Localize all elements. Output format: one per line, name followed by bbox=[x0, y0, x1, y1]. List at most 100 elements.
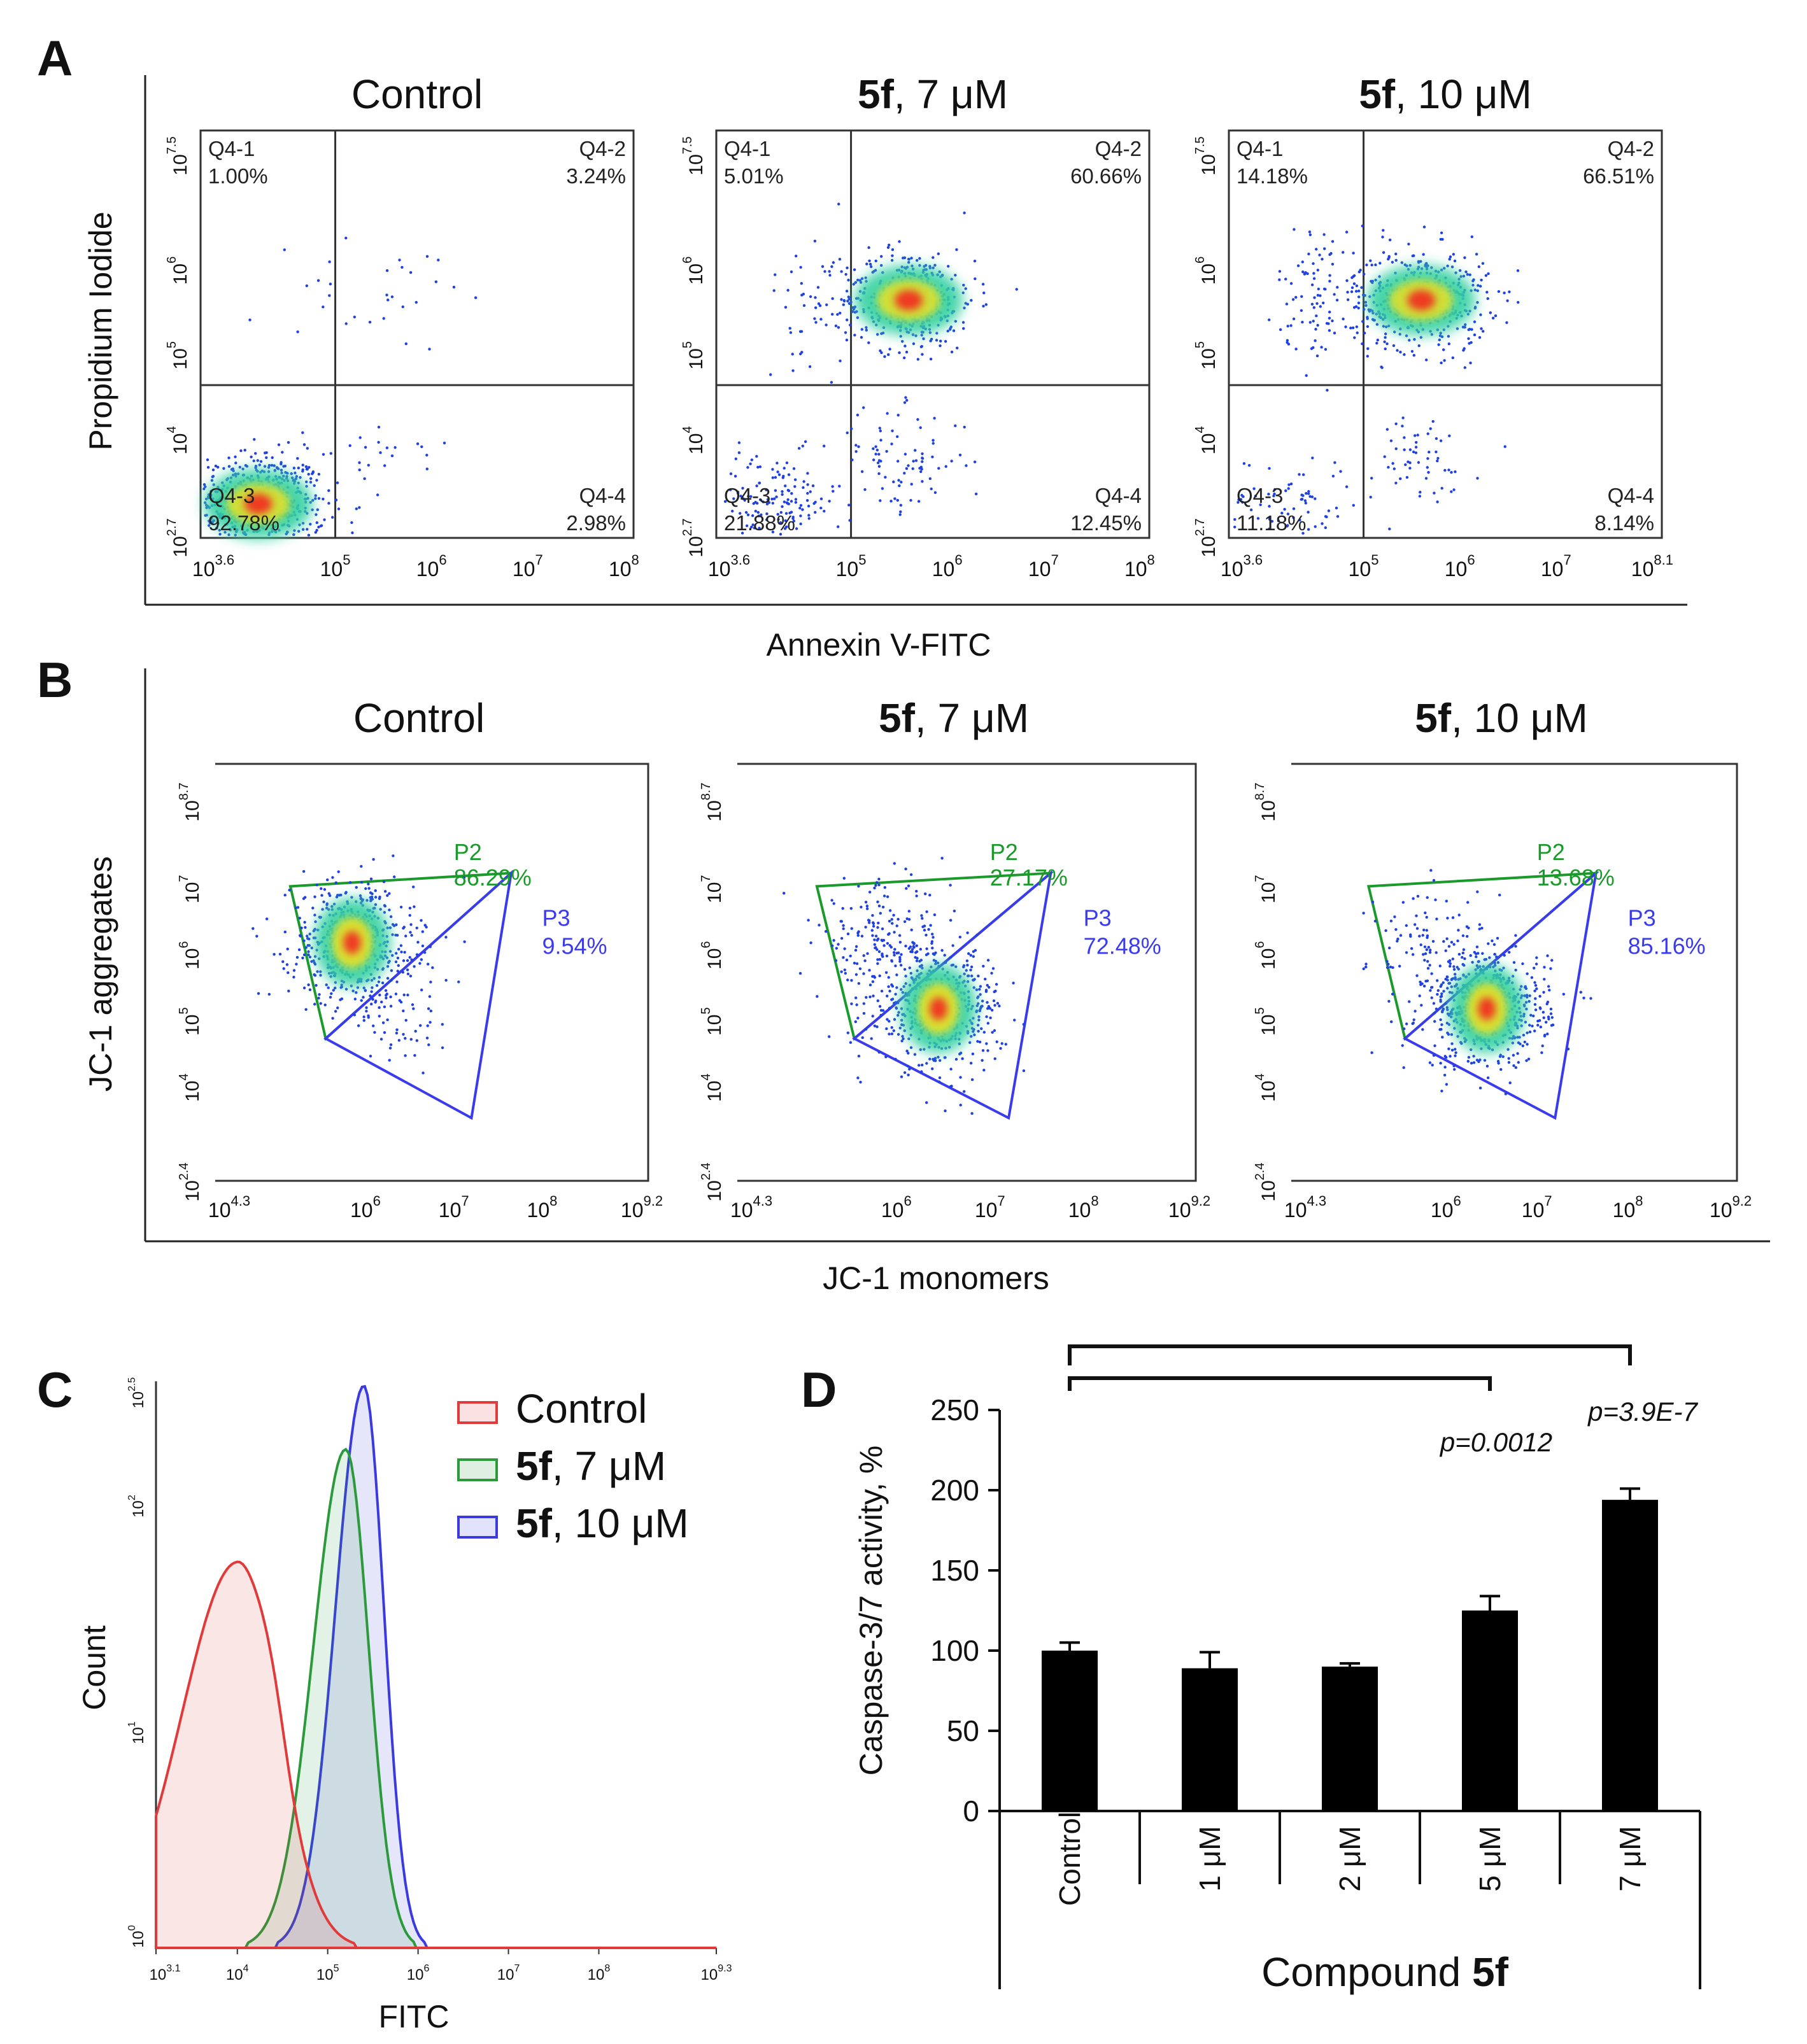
panelB-event bbox=[462, 876, 466, 879]
panelA-event bbox=[846, 299, 849, 303]
panelB-event bbox=[895, 1006, 898, 1010]
panelA-event bbox=[204, 485, 207, 488]
panelA-event bbox=[1350, 290, 1354, 293]
panelA-event bbox=[838, 258, 842, 261]
panelB-gate-name-p3-1: P3 bbox=[1084, 905, 1112, 931]
panelB-event bbox=[865, 996, 868, 999]
panelA-event bbox=[805, 499, 809, 502]
panelA-event bbox=[1239, 498, 1243, 501]
panelB-event bbox=[413, 965, 416, 968]
panelD-ytick-0: 0 bbox=[963, 1794, 979, 1828]
panelB-event bbox=[977, 1029, 980, 1033]
panelB-event bbox=[1546, 954, 1549, 957]
panelA-event bbox=[400, 265, 404, 269]
panelA-event bbox=[802, 480, 805, 483]
panelA-event bbox=[785, 501, 789, 504]
panelB-event bbox=[886, 895, 889, 898]
panelA-ytick-0-0: 102.7 bbox=[165, 518, 191, 557]
panelB-event bbox=[1518, 1036, 1521, 1039]
panelB-event bbox=[1429, 948, 1432, 952]
panelA-event bbox=[1378, 262, 1382, 265]
panelA-event bbox=[314, 531, 317, 534]
panelA-event bbox=[767, 501, 771, 504]
panelB-event bbox=[1547, 985, 1550, 988]
panelB-event bbox=[886, 941, 889, 945]
panelB-event bbox=[382, 880, 386, 884]
panelA-event bbox=[1287, 483, 1291, 486]
panelA-event bbox=[774, 489, 777, 492]
panelD-xtick-4: 7 μM bbox=[1613, 1826, 1647, 1891]
panelB-event bbox=[1477, 960, 1480, 963]
panelA-event bbox=[1468, 273, 1471, 276]
panelB-event bbox=[1412, 897, 1415, 900]
panelA-event bbox=[928, 477, 932, 481]
panelB-event bbox=[339, 893, 343, 897]
panelB-event bbox=[1443, 1055, 1447, 1058]
panelB-event bbox=[1521, 962, 1524, 966]
panelA-event bbox=[880, 264, 883, 267]
panelA-event bbox=[914, 449, 917, 452]
panelB-event bbox=[1457, 913, 1461, 917]
panelB-event bbox=[1421, 1028, 1424, 1031]
panelA-event bbox=[368, 320, 372, 324]
panelA-xtick-2-0: 103.6 bbox=[1221, 552, 1263, 581]
panelA-event bbox=[753, 526, 756, 530]
panelA-scatter-0 bbox=[202, 236, 478, 539]
panelB-event bbox=[1521, 1044, 1524, 1048]
panelA-event bbox=[776, 470, 779, 474]
panelA-event bbox=[847, 278, 850, 282]
panelA-event bbox=[1316, 293, 1320, 297]
panelA-event bbox=[733, 474, 737, 478]
panelB-event bbox=[856, 1076, 860, 1080]
panelB-event bbox=[364, 887, 367, 891]
panelA-event bbox=[918, 467, 921, 470]
panelA-q-value-2-1: 66.51% bbox=[1583, 164, 1654, 188]
panelB-event bbox=[374, 999, 378, 1003]
panelB-event bbox=[397, 947, 400, 951]
panelA-event bbox=[904, 344, 907, 348]
panelB-event bbox=[355, 885, 358, 889]
panelA-event bbox=[919, 426, 922, 429]
panelA-event bbox=[1301, 270, 1305, 274]
panelB-event bbox=[975, 933, 979, 936]
panelA-event bbox=[1324, 526, 1327, 530]
panelB-event bbox=[386, 1018, 389, 1022]
panelA-event bbox=[1470, 328, 1473, 331]
panelA-event bbox=[932, 266, 935, 269]
panelA-event bbox=[838, 484, 841, 488]
panelA-event bbox=[1451, 356, 1454, 360]
panelA-event bbox=[283, 248, 286, 251]
panelA-event bbox=[1388, 238, 1392, 242]
panelB-event bbox=[1410, 947, 1414, 950]
panelB-event bbox=[370, 990, 373, 994]
panelB-event bbox=[1499, 1068, 1503, 1071]
panelB-event bbox=[1389, 965, 1392, 969]
panelB-event bbox=[325, 983, 328, 987]
panelA-event bbox=[1440, 361, 1443, 365]
panelB-event bbox=[921, 917, 924, 920]
panelB-event bbox=[909, 873, 913, 877]
panelA-event bbox=[907, 261, 911, 264]
panelA-event bbox=[958, 453, 962, 456]
panelB-event bbox=[319, 973, 322, 977]
panelA-event bbox=[1448, 258, 1451, 261]
panelB-event bbox=[1467, 1055, 1471, 1059]
panelA-event bbox=[263, 465, 267, 468]
panelA-event bbox=[1323, 247, 1326, 250]
panelA-event bbox=[907, 464, 910, 467]
panelA-event bbox=[786, 488, 790, 492]
panelA-event bbox=[758, 465, 762, 469]
panelA-event bbox=[1481, 262, 1485, 265]
panelA-event bbox=[323, 518, 326, 521]
panelB-event bbox=[399, 905, 403, 909]
panelA-event bbox=[777, 518, 780, 521]
panelB-event bbox=[406, 972, 410, 976]
panelA-event bbox=[1312, 320, 1315, 323]
panelB-event bbox=[1545, 1020, 1548, 1024]
panelB-event bbox=[1388, 947, 1391, 950]
panelA-event bbox=[1307, 490, 1310, 493]
panelB-event bbox=[850, 979, 853, 982]
panelB-event bbox=[932, 936, 935, 939]
panelB-event bbox=[1439, 1062, 1442, 1065]
panelA-event bbox=[771, 530, 775, 533]
